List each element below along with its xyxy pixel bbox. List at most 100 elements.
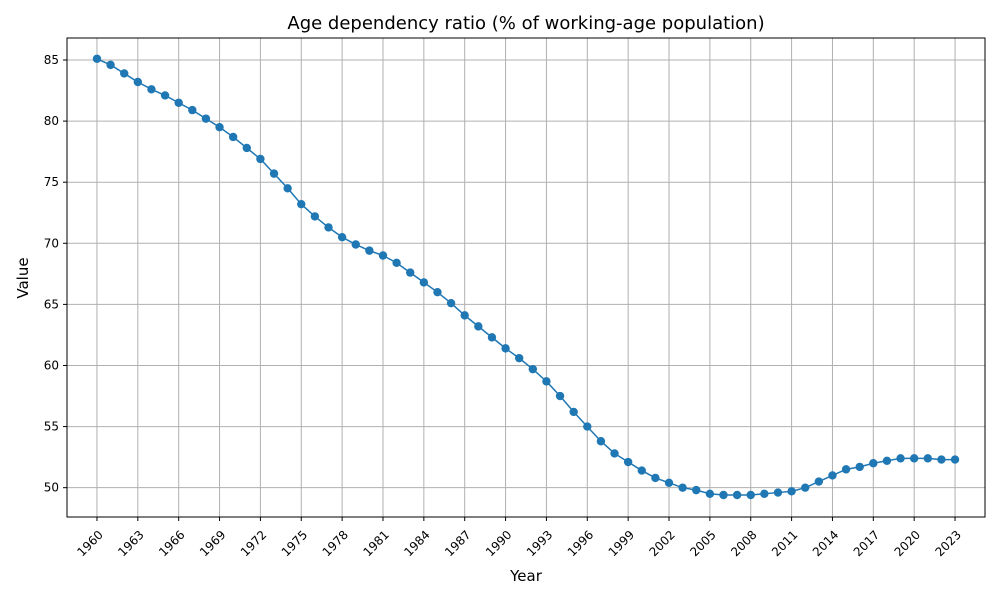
data-point [746,490,755,500]
data-point [120,69,129,78]
data-point [106,60,115,70]
data-point [855,462,864,472]
y-tick-label: 55 [44,420,59,434]
x-tick-label: 1966 [156,528,187,559]
data-point [378,251,388,260]
data-point [637,466,646,475]
data-point [787,487,796,496]
data-point [460,311,469,320]
data-point [188,105,197,115]
series-layer [96,58,956,496]
data-point [351,240,360,249]
data-point [732,490,742,500]
data-point [542,377,551,386]
data-point [828,471,837,480]
y-tick-label: 65 [44,297,59,311]
data-point [814,477,824,486]
x-tick-label: 2020 [892,528,923,559]
data-point [269,169,279,178]
data-point [310,212,320,221]
data-point [841,465,851,474]
x-tick-label: 2017 [851,528,882,559]
data-point [869,459,878,468]
data-point [678,483,687,492]
x-tick-label: 1996 [565,528,596,559]
data-point [147,85,156,94]
x-tick-label: 2014 [810,528,841,559]
data-point [283,184,292,193]
data-point [133,77,143,87]
data-point [692,485,701,495]
data-point [664,478,674,487]
data-point [501,344,510,353]
data-point [419,278,429,287]
y-tick-label: 70 [44,236,59,250]
x-tick-label: 1999 [606,528,637,559]
data-point [801,483,810,492]
y-tick-label: 50 [44,481,59,495]
x-tick-label: 1978 [320,528,351,559]
data-point [705,489,715,498]
x-tick-label: 1972 [238,528,269,559]
data-point [215,123,224,132]
x-tick-label: 2011 [769,528,800,559]
data-point [937,455,946,464]
x-tick-label: 1975 [279,528,310,559]
data-point [446,298,456,308]
data-point [651,473,660,483]
data-point [324,223,333,232]
x-tick-label: 1963 [115,528,146,559]
data-point [923,454,932,463]
data-point [528,364,538,374]
data-point [555,391,565,401]
y-axis-label: Value [14,257,32,298]
data-point [896,454,905,463]
data-point [474,322,483,331]
data-point [92,54,102,63]
data-point [596,437,606,446]
data-point [201,114,211,123]
series-line [96,58,956,496]
data-point [569,407,578,417]
y-tick-label: 85 [44,53,59,67]
x-tick-label: 2005 [687,528,718,559]
data-point [228,132,238,142]
x-tick-label: 1993 [524,528,555,559]
series-markers [92,54,960,500]
x-tick-label: 2008 [728,528,759,559]
data-point [909,454,919,463]
data-point [950,455,960,464]
data-point [337,232,347,242]
data-point [406,268,415,277]
data-point [365,246,374,255]
data-point [610,449,619,458]
x-tick-label: 1984 [401,528,432,559]
data-point [882,456,892,465]
data-point [392,258,401,268]
y-tick-label: 75 [44,175,59,189]
x-tick-label: 2002 [646,528,677,559]
data-point [433,287,442,297]
data-point [623,457,633,467]
x-tick-label: 1960 [74,528,105,559]
x-tick-label: 1990 [483,528,514,559]
x-tick-label: 1987 [442,528,473,559]
grid [67,38,985,517]
plot-area-frame [66,37,986,518]
x-tick-label: 1981 [360,528,391,559]
y-tick-label: 80 [44,114,59,128]
data-point [773,488,783,497]
chart-title: Age dependency ratio (% of working-age p… [287,13,764,34]
data-point [487,333,497,342]
data-point [242,143,251,153]
y-tick-label: 60 [44,358,59,372]
x-axis-label: Year [509,567,543,585]
data-point [174,98,183,107]
data-point [256,154,265,164]
data-point [760,489,769,498]
data-point [514,353,524,363]
data-point [719,490,728,500]
data-point [583,422,592,431]
data-point [297,199,306,209]
